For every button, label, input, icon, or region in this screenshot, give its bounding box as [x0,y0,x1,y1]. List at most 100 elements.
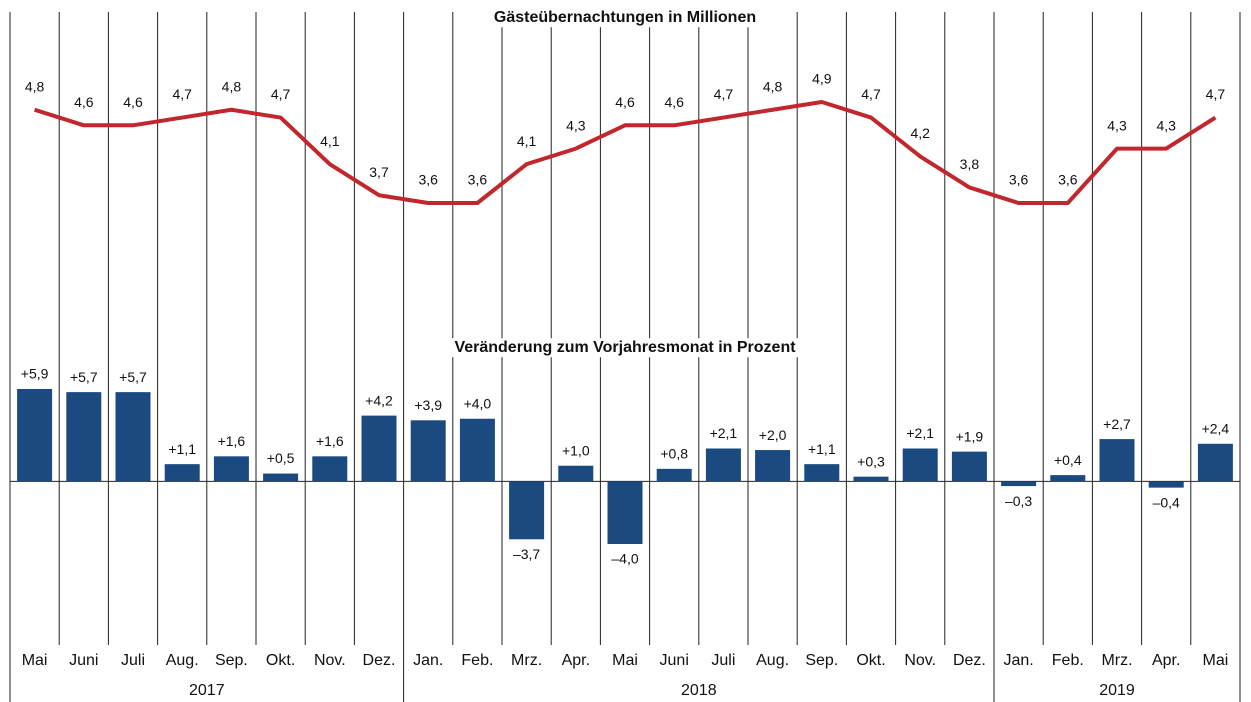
bar [1099,439,1135,482]
value-label: +2,1 [906,425,934,441]
x-tick-label: Mrz. [1101,652,1132,669]
bar [853,476,889,482]
panel-title: Veränderung zum Vorjahresmonat in Prozen… [454,339,796,356]
line [33,100,1217,205]
x-tick-label: Nov. [314,652,346,669]
value-label: 4,6 [74,94,94,110]
value-label: +1,6 [316,433,344,449]
value-label: +2,1 [710,425,738,441]
bar [361,415,397,482]
value-label: +1,1 [168,441,196,457]
value-label: 4,1 [517,133,537,149]
bar [755,450,791,482]
x-tick-label: Aug. [166,652,199,669]
value-label: 4,3 [1156,117,1176,133]
x-tick-label: Dez. [363,652,396,669]
x-tick-label: Sep. [805,652,838,669]
panel-title: Gästeübernachtungen in Millionen [494,9,756,26]
x-tick-label: Mai [612,652,638,669]
value-label: –3,7 [513,546,540,562]
x-tick-label: Nov. [904,652,936,669]
x-tick-label: Mai [22,652,48,669]
value-label: +5,7 [70,369,98,385]
x-tick-label: Dez. [953,652,986,669]
x-tick-label: Juli [711,652,735,669]
title-backing [450,338,801,358]
x-tick-label: Sep. [215,652,248,669]
value-label: +3,9 [414,397,442,413]
value-label: +0,3 [857,453,885,469]
x-tick-label: Juni [69,652,98,669]
bar [164,464,200,482]
bar [509,481,545,540]
bar [17,389,53,482]
value-label: 4,7 [271,86,291,102]
value-label: 4,8 [222,78,242,94]
value-label: 3,7 [369,164,389,180]
title-backing [489,8,761,28]
value-label: +5,9 [21,366,49,382]
value-label: –0,4 [1153,494,1180,510]
bar [263,473,299,482]
x-tick-label: Juli [121,652,145,669]
value-label: 4,7 [172,86,192,102]
value-label: 4,9 [812,71,832,87]
x-tick-label: Jan. [413,652,443,669]
bar [804,464,840,482]
value-label: 4,1 [320,133,340,149]
x-tick-label: Jan. [1003,652,1033,669]
value-label: +2,7 [1103,416,1131,432]
x-tick-label: Aug. [756,652,789,669]
value-label: 4,7 [714,86,734,102]
bar [312,456,348,482]
value-label: +5,7 [119,369,147,385]
bar [213,456,249,482]
value-label: +2,0 [759,427,787,443]
value-label: +4,2 [365,392,393,408]
value-label: 4,6 [123,94,143,110]
year-label: 2018 [681,682,717,699]
x-tick-label: Okt. [856,652,885,669]
value-label: –0,3 [1005,493,1032,509]
value-label: 4,6 [615,94,635,110]
bar [410,420,446,482]
bar [705,448,741,482]
x-tick-label: Apr. [562,652,590,669]
value-label: 4,2 [910,125,930,141]
value-label: +0,8 [660,446,688,462]
bar [558,465,594,482]
value-label: +1,6 [218,433,246,449]
x-tick-label: Feb. [1052,652,1084,669]
bar [1148,481,1184,488]
value-label: 4,8 [25,78,45,94]
value-label: 4,6 [664,94,684,110]
value-label: 4,3 [566,117,586,133]
x-tick-label: Mai [1203,652,1229,669]
x-tick-label: Okt. [266,652,295,669]
value-label: +1,1 [808,441,836,457]
bar [459,418,495,482]
value-label: 3,6 [468,172,488,188]
bar [115,392,151,482]
x-tick-label: Juni [660,652,689,669]
value-label: +1,9 [956,428,984,444]
year-label: 2017 [189,682,225,699]
bar [1001,481,1037,487]
bar [1050,475,1086,482]
value-label: 4,3 [1107,117,1127,133]
bar [66,392,102,482]
value-label: 3,6 [1058,172,1078,188]
x-tick-label: Feb. [461,652,493,669]
bar [656,468,692,482]
value-label: 4,8 [763,78,783,94]
value-label: +0,4 [1054,452,1082,468]
value-label: +2,4 [1202,421,1230,437]
bar [1197,443,1233,482]
year-label: 2019 [1099,682,1135,699]
marks [17,100,1233,544]
value-label: +1,0 [562,442,590,458]
value-label: 3,6 [1009,172,1029,188]
value-label: 4,7 [861,86,881,102]
bar [607,481,643,544]
